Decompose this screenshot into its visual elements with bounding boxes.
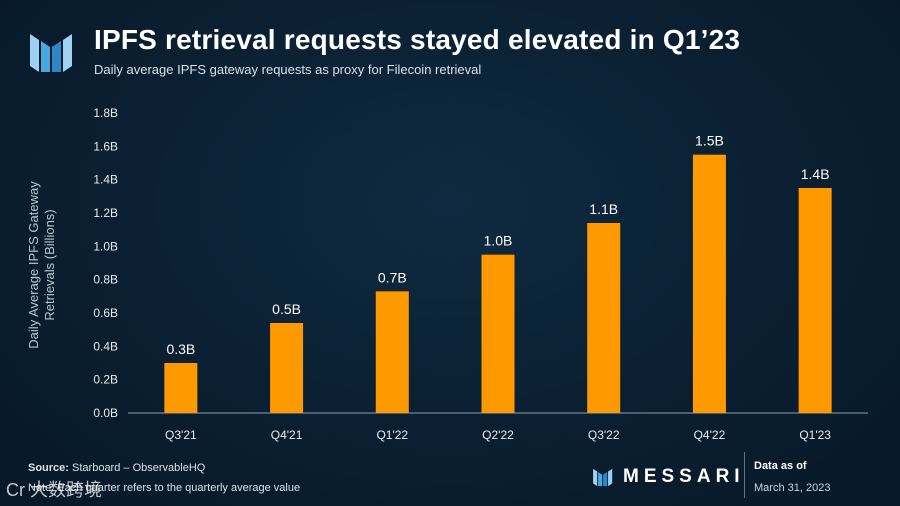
data-as-of-date: March 31, 2023 bbox=[754, 482, 831, 494]
chart-subtitle: Daily average IPFS gateway requests as p… bbox=[94, 62, 482, 77]
x-tick-label: Q4'21 bbox=[271, 428, 303, 442]
footnote: Note: Each quarter refers to the quarter… bbox=[28, 482, 301, 494]
bar-q122 bbox=[375, 291, 409, 413]
y-tick-label: 1.6B bbox=[93, 139, 118, 153]
x-tick-label: Q4'22 bbox=[694, 428, 726, 442]
chart-title: IPFS retrieval requests stayed elevated … bbox=[94, 24, 741, 55]
bar-q123 bbox=[798, 188, 832, 413]
y-axis-title-line: Retrievals (Billions) bbox=[42, 209, 57, 320]
source-label: Source: bbox=[28, 462, 69, 474]
y-tick-label: 0.2B bbox=[93, 373, 118, 387]
footer-divider bbox=[744, 452, 745, 498]
bar-q321 bbox=[164, 363, 198, 413]
y-tick-label: 1.8B bbox=[93, 106, 118, 120]
data-label: 1.1B bbox=[589, 201, 618, 217]
data-label: 0.5B bbox=[272, 301, 301, 317]
source-value: Starboard – ObservableHQ bbox=[72, 462, 206, 474]
watermark: Cr 大数跨境 bbox=[6, 480, 102, 500]
bar-q421 bbox=[270, 323, 304, 413]
bar-q322 bbox=[587, 223, 621, 413]
y-tick-label: 0.8B bbox=[93, 273, 118, 287]
data-label: 1.4B bbox=[801, 166, 830, 182]
data-label: 1.5B bbox=[695, 133, 724, 149]
x-tick-label: Q1'23 bbox=[799, 428, 831, 442]
y-tick-label: 0.4B bbox=[93, 339, 118, 353]
x-tick-label: Q3'22 bbox=[588, 428, 620, 442]
bar-q222 bbox=[481, 254, 515, 413]
data-label: 0.3B bbox=[166, 341, 195, 357]
source-line: Source: Starboard – ObservableHQ bbox=[28, 462, 205, 474]
y-tick-label: 0.0B bbox=[93, 406, 118, 420]
y-axis-title: Daily Average IPFS GatewayRetrievals (Bi… bbox=[26, 181, 57, 349]
y-tick-label: 0.6B bbox=[93, 306, 118, 320]
data-as-of-label: Data as of bbox=[754, 460, 807, 472]
y-axis-title-line: Daily Average IPFS Gateway bbox=[26, 181, 41, 349]
y-tick-label: 1.0B bbox=[93, 239, 118, 253]
y-tick-label: 1.4B bbox=[93, 173, 118, 187]
messari-brand: MESSARI bbox=[593, 466, 745, 488]
bar-q422 bbox=[692, 154, 726, 413]
data-label: 0.7B bbox=[378, 269, 407, 285]
y-tick-label: 1.2B bbox=[93, 206, 118, 220]
messari-logo-icon bbox=[30, 34, 72, 72]
x-tick-label: Q1'22 bbox=[376, 428, 408, 442]
x-tick-label: Q2'22 bbox=[482, 428, 514, 442]
brand-name: MESSARI bbox=[623, 466, 745, 487]
x-tick-label: Q3'21 bbox=[165, 428, 197, 442]
messari-brand-icon bbox=[593, 468, 613, 487]
data-label: 1.0B bbox=[484, 233, 513, 249]
